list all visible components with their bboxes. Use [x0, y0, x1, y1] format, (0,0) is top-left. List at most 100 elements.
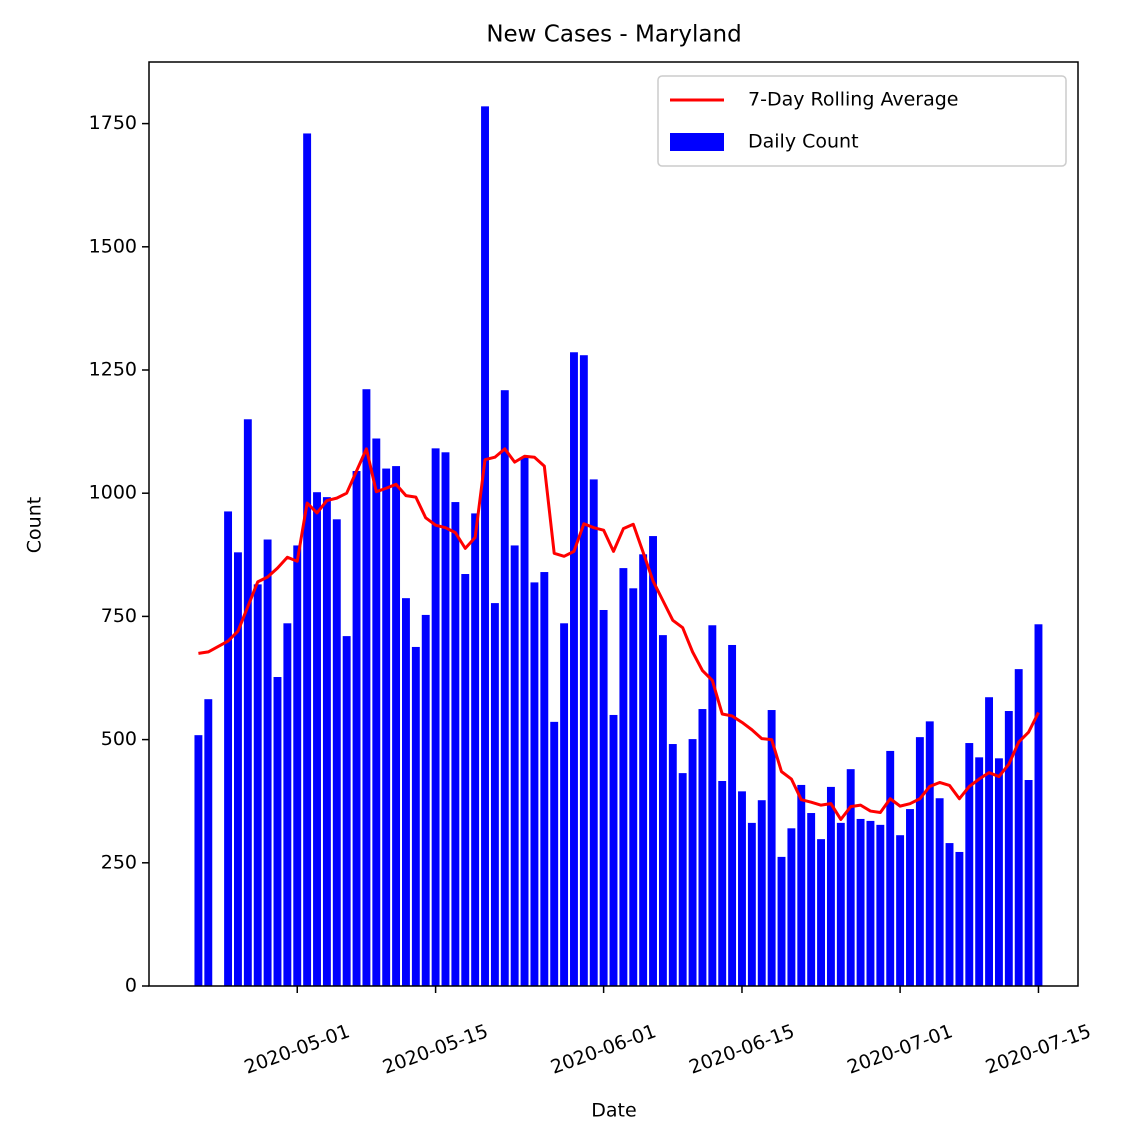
- bar: [500, 390, 509, 986]
- bar: [708, 625, 717, 986]
- x-axis-label: Date: [591, 1100, 636, 1122]
- bar: [510, 545, 519, 986]
- bar: [362, 389, 371, 986]
- bar: [579, 355, 588, 986]
- bar: [688, 739, 697, 986]
- bar: [194, 735, 203, 986]
- bar: [935, 798, 944, 986]
- bar: [570, 352, 578, 987]
- bar: [253, 584, 262, 986]
- bar: [658, 635, 667, 986]
- bar: [1014, 669, 1023, 986]
- legend-label: Daily Count: [748, 131, 859, 153]
- bar: [856, 818, 865, 986]
- bar: [224, 511, 233, 986]
- bar: [1034, 624, 1043, 986]
- bar: [560, 623, 569, 986]
- bar: [629, 588, 638, 986]
- bar: [836, 822, 845, 986]
- bar: [994, 758, 1003, 986]
- bar: [352, 471, 361, 986]
- line: [198, 447, 1040, 821]
- bar: [372, 438, 381, 986]
- bar: [649, 536, 657, 986]
- bar: [866, 820, 875, 986]
- bar: [451, 502, 460, 986]
- bar: [411, 646, 420, 986]
- y-tick-label: 750: [101, 605, 137, 627]
- bar: [925, 721, 934, 986]
- bar: [283, 623, 292, 986]
- bar: [263, 539, 272, 986]
- legend-label: 7-Day Rolling Average: [748, 89, 958, 111]
- bar: [303, 133, 312, 986]
- chart-title: New Cases - Maryland: [486, 22, 741, 48]
- bar: [945, 843, 954, 986]
- bar: [975, 757, 984, 986]
- bar: [233, 552, 242, 986]
- bar: [698, 709, 707, 986]
- plot-frame: [148, 61, 1079, 987]
- bar: [313, 492, 321, 986]
- bar: [886, 750, 895, 986]
- legend-swatch: [670, 133, 724, 151]
- bar: [392, 466, 401, 986]
- bar: [807, 813, 816, 986]
- y-tick-label: 1000: [89, 482, 137, 504]
- bar: [431, 448, 440, 986]
- bar: [461, 574, 470, 986]
- bar: [826, 786, 835, 986]
- y-tick-label: 0: [125, 975, 137, 997]
- bar: [817, 839, 825, 986]
- bar: [1004, 711, 1013, 986]
- bar: [540, 572, 549, 986]
- bar: [382, 468, 391, 986]
- bar: [965, 743, 974, 986]
- bar: [342, 636, 351, 986]
- bar: [846, 769, 855, 986]
- bar: [204, 699, 213, 986]
- bar: [876, 824, 885, 986]
- bar: [777, 856, 786, 986]
- bar: [609, 714, 618, 986]
- bar: [747, 822, 756, 986]
- y-tick-label: 1500: [89, 235, 137, 257]
- bar: [243, 419, 252, 986]
- y-axis-label: Count: [24, 497, 46, 553]
- bar: [332, 519, 341, 986]
- y-tick-label: 1250: [89, 359, 137, 381]
- bar: [550, 721, 559, 986]
- bar: [915, 737, 924, 986]
- bar: [293, 545, 302, 986]
- legend-box: [657, 75, 1067, 167]
- bar: [767, 710, 776, 986]
- bar: [402, 598, 410, 986]
- bar: [322, 497, 331, 986]
- bar: [471, 513, 480, 986]
- y-tick-label: 250: [101, 851, 137, 873]
- y-tick-label: 1750: [89, 112, 137, 134]
- bar: [639, 554, 648, 986]
- bar: [906, 809, 914, 986]
- bar: [738, 791, 746, 986]
- bar: [599, 609, 608, 986]
- bar: [678, 773, 687, 986]
- bar: [530, 582, 539, 986]
- bar: [520, 457, 529, 986]
- bar: [441, 452, 450, 986]
- bar: [797, 784, 806, 986]
- bar: [787, 828, 796, 986]
- bar: [619, 568, 628, 986]
- bar: [896, 835, 905, 986]
- bar: [728, 644, 737, 986]
- bar: [481, 106, 489, 987]
- bar: [1024, 780, 1033, 986]
- bar: [985, 697, 994, 986]
- bar: [757, 800, 766, 986]
- bar: [955, 851, 964, 986]
- bar: [718, 780, 727, 986]
- bar: [273, 677, 282, 986]
- bar: [490, 603, 499, 986]
- bar: [589, 479, 598, 986]
- bar: [668, 744, 677, 986]
